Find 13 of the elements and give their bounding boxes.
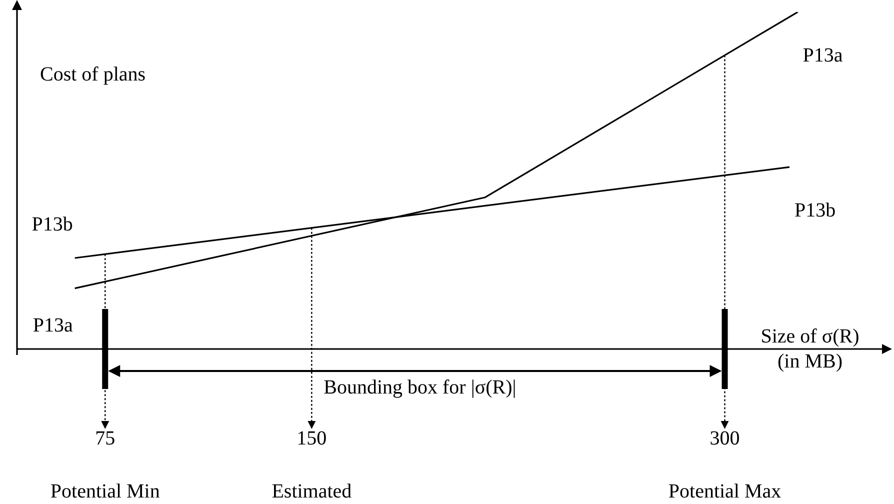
text: P13a — [802, 44, 843, 66]
text: Potential Max — [668, 480, 782, 502]
y-axis-title: Cost of plans — [40, 63, 146, 86]
series-label: P13a — [32, 314, 73, 337]
series-label: P13b — [32, 213, 73, 236]
x-tick-label: 300 — [710, 427, 740, 450]
text: Bounding box for |σ(R)| — [324, 376, 516, 398]
x-tick-label: 75 — [95, 427, 116, 450]
text: P13b — [794, 199, 836, 222]
text: Estimated — [272, 480, 352, 502]
text: Potential Min — [50, 480, 160, 502]
x-tick-label: 150 — [296, 427, 327, 450]
x-axis-title: Size of σ(R) (in MB) — [760, 325, 860, 372]
